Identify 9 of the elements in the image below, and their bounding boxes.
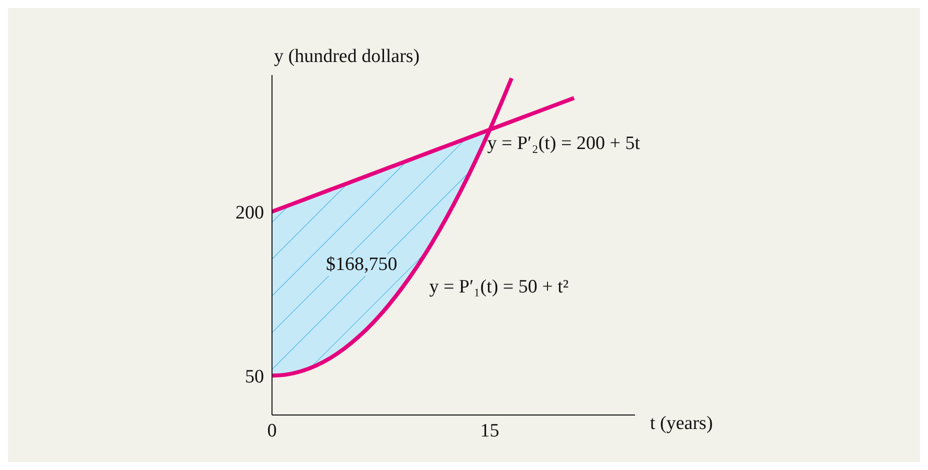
series-label: y = P′₂(t) = 200 + 5t bbox=[487, 133, 641, 154]
x-tick-label: 0 bbox=[267, 420, 277, 442]
x-tick-label: 15 bbox=[480, 420, 500, 442]
y-tick-label: 200 bbox=[236, 202, 264, 224]
y-axis-title: y (hundred dollars) bbox=[274, 46, 420, 68]
annotation: $168,750 bbox=[324, 254, 400, 276]
y-tick-label: 50 bbox=[245, 366, 264, 388]
series-label: y = P′₁(t) = 50 + t² bbox=[429, 276, 569, 298]
x-axis-title: t (years) bbox=[650, 413, 713, 435]
